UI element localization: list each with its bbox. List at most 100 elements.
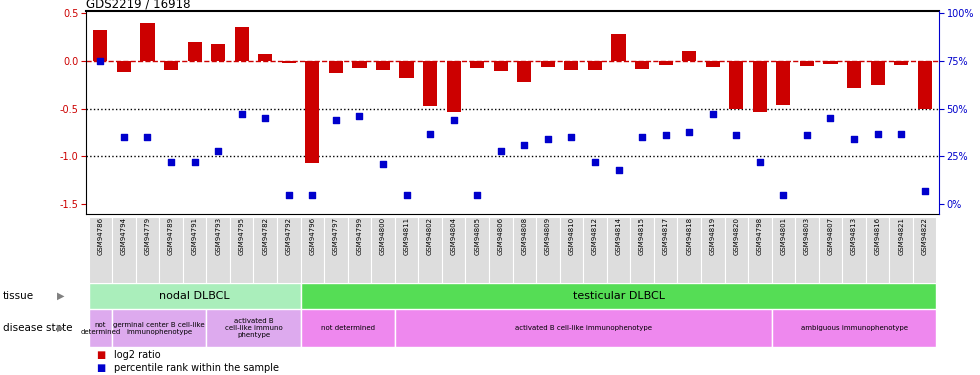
Text: ■: ■ bbox=[96, 350, 105, 360]
Bar bbox=[771, 217, 795, 283]
Text: GSM94794: GSM94794 bbox=[121, 217, 127, 255]
Text: ■: ■ bbox=[96, 363, 105, 373]
Text: GSM94801: GSM94801 bbox=[780, 217, 786, 255]
Bar bbox=[517, 61, 531, 82]
Bar bbox=[635, 61, 649, 69]
Bar bbox=[93, 30, 108, 61]
Text: GSM94805: GSM94805 bbox=[474, 217, 480, 255]
Text: activated B
cell-like immuno
phentype: activated B cell-like immuno phentype bbox=[224, 318, 282, 338]
Text: GSM94821: GSM94821 bbox=[898, 217, 905, 255]
Bar bbox=[870, 61, 885, 85]
Text: ▶: ▶ bbox=[57, 291, 65, 301]
Bar bbox=[588, 61, 602, 70]
Bar bbox=[207, 309, 301, 347]
Point bbox=[611, 167, 626, 173]
Bar bbox=[659, 61, 672, 65]
Text: GSM94809: GSM94809 bbox=[545, 217, 551, 255]
Bar bbox=[400, 61, 414, 78]
Text: GSM94799: GSM94799 bbox=[357, 217, 363, 255]
Point bbox=[258, 115, 273, 121]
Bar bbox=[818, 217, 842, 283]
Text: GSM94798: GSM94798 bbox=[757, 217, 762, 255]
Bar bbox=[234, 27, 249, 61]
Bar bbox=[88, 283, 301, 309]
Point bbox=[822, 115, 838, 121]
Bar bbox=[301, 217, 324, 283]
Bar bbox=[677, 217, 701, 283]
Bar bbox=[701, 217, 724, 283]
Text: GSM94819: GSM94819 bbox=[710, 217, 715, 255]
Point bbox=[446, 117, 462, 123]
Text: activated B cell-like immunophenotype: activated B cell-like immunophenotype bbox=[514, 325, 652, 331]
Text: GSM94817: GSM94817 bbox=[662, 217, 668, 255]
Bar bbox=[607, 217, 630, 283]
Bar bbox=[112, 217, 135, 283]
Point bbox=[139, 134, 155, 140]
Point bbox=[846, 136, 861, 142]
Bar bbox=[254, 217, 277, 283]
Bar bbox=[301, 309, 395, 347]
Point bbox=[116, 134, 131, 140]
Point bbox=[375, 161, 391, 167]
Point bbox=[752, 159, 767, 165]
Bar bbox=[541, 61, 555, 67]
Text: GSM94779: GSM94779 bbox=[144, 217, 151, 255]
Text: GSM94802: GSM94802 bbox=[427, 217, 433, 255]
Point bbox=[187, 159, 203, 165]
Bar bbox=[277, 217, 301, 283]
Text: GSM94789: GSM94789 bbox=[168, 217, 174, 255]
Point bbox=[469, 192, 485, 198]
Bar bbox=[281, 61, 296, 63]
Bar bbox=[847, 61, 861, 88]
Bar bbox=[706, 61, 719, 67]
Bar bbox=[489, 217, 513, 283]
Bar bbox=[112, 309, 207, 347]
Text: GSM94810: GSM94810 bbox=[568, 217, 574, 255]
Point bbox=[422, 130, 438, 136]
Text: GSM94816: GSM94816 bbox=[874, 217, 881, 255]
Bar bbox=[258, 54, 272, 61]
Point bbox=[211, 148, 226, 154]
Text: ambiguous immunophenotype: ambiguous immunophenotype bbox=[801, 325, 907, 331]
Point bbox=[894, 130, 909, 136]
Bar bbox=[371, 217, 395, 283]
Text: GSM94796: GSM94796 bbox=[310, 217, 316, 255]
Text: disease state: disease state bbox=[3, 323, 73, 333]
Bar bbox=[630, 217, 654, 283]
Bar bbox=[117, 61, 131, 72]
Bar bbox=[583, 217, 607, 283]
Point bbox=[540, 136, 556, 142]
Point bbox=[917, 188, 933, 194]
Bar bbox=[654, 217, 677, 283]
Text: GSM94792: GSM94792 bbox=[286, 217, 292, 255]
Bar bbox=[494, 61, 508, 71]
Text: GSM94782: GSM94782 bbox=[263, 217, 269, 255]
Text: testicular DLBCL: testicular DLBCL bbox=[572, 291, 664, 301]
Point bbox=[352, 113, 368, 119]
Point bbox=[564, 134, 579, 140]
Bar bbox=[865, 217, 890, 283]
Text: not determined: not determined bbox=[320, 325, 374, 331]
Point bbox=[775, 192, 791, 198]
Bar bbox=[301, 283, 937, 309]
Bar bbox=[682, 51, 696, 61]
Text: GDS2219 / 16918: GDS2219 / 16918 bbox=[86, 0, 191, 10]
Bar bbox=[230, 217, 254, 283]
Text: GSM94814: GSM94814 bbox=[615, 217, 621, 255]
Bar bbox=[353, 61, 367, 68]
Point bbox=[399, 192, 415, 198]
Text: GSM94820: GSM94820 bbox=[733, 217, 739, 255]
Point bbox=[705, 111, 720, 117]
Text: nodal DLBCL: nodal DLBCL bbox=[160, 291, 230, 301]
Bar bbox=[88, 217, 112, 283]
Bar bbox=[395, 217, 418, 283]
Point bbox=[587, 159, 603, 165]
Bar bbox=[795, 217, 818, 283]
Bar bbox=[324, 217, 348, 283]
Text: GSM94808: GSM94808 bbox=[521, 217, 527, 255]
Bar bbox=[564, 61, 578, 70]
Bar bbox=[771, 309, 937, 347]
Text: GSM94803: GSM94803 bbox=[804, 217, 809, 255]
Text: GSM94807: GSM94807 bbox=[827, 217, 834, 255]
Text: percentile rank within the sample: percentile rank within the sample bbox=[114, 363, 278, 373]
